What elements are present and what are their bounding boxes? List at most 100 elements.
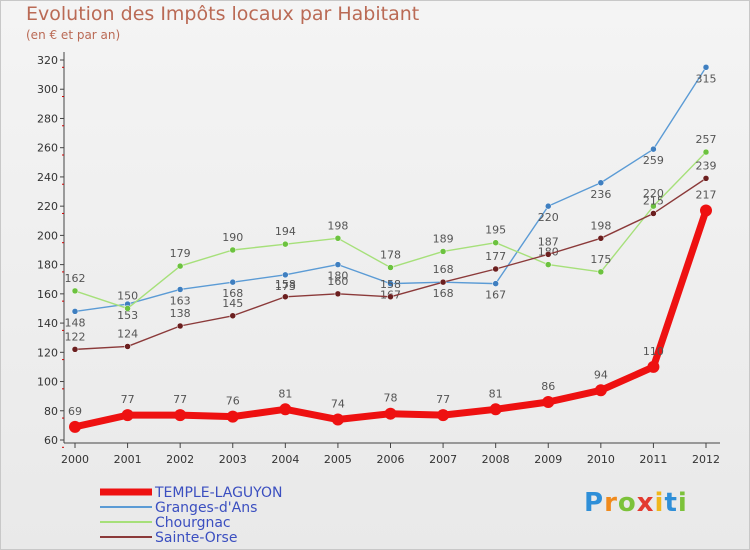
data-label-temple-laguyon: 76	[226, 395, 240, 408]
y-tick-label: 220	[37, 200, 58, 213]
data-point-sainte-orse	[71, 346, 79, 353]
data-point-sainte-orse	[229, 312, 236, 320]
data-point-chourgnac	[124, 305, 131, 312]
data-point-granges-d-ans	[176, 286, 184, 293]
data-label-chourgnac: 220	[643, 187, 664, 200]
data-point-sainte-orse	[334, 290, 342, 298]
data-point-temple-laguyon	[226, 410, 239, 423]
data-point-temple-laguyon	[594, 384, 607, 397]
data-label-sainte-orse: 138	[170, 307, 191, 320]
data-point-temple-laguyon	[700, 204, 712, 217]
data-label-chourgnac: 195	[485, 224, 506, 237]
y-tick-label: 200	[37, 229, 58, 242]
x-tick-label: 2012	[692, 453, 720, 466]
data-point-chourgnac	[650, 202, 657, 210]
data-label-temple-laguyon: 77	[121, 393, 135, 406]
data-label-chourgnac: 179	[170, 247, 191, 260]
data-label-temple-laguyon: 78	[384, 392, 398, 405]
x-tick-label: 2010	[587, 453, 615, 466]
data-label-temple-laguyon: 86	[541, 380, 555, 393]
y-tick-label: 300	[37, 83, 58, 96]
y-tick-label: 160	[37, 288, 58, 301]
data-point-temple-laguyon	[69, 420, 81, 433]
data-point-granges-d-ans	[545, 202, 552, 210]
data-label-temple-laguyon: 69	[68, 405, 82, 418]
x-tick-label: 2000	[61, 453, 89, 466]
y-tick-label: 280	[37, 112, 58, 125]
data-point-chourgnac	[71, 287, 79, 295]
x-tick-label: 2008	[482, 453, 510, 466]
data-point-granges-d-ans	[597, 179, 605, 187]
chart-legend: TEMPLE-LAGUYONGranges-d'AnsChourgnacSain…	[100, 485, 282, 546]
chart-title: Evolution des Impôts locaux par Habitant	[26, 3, 420, 25]
y-tick-label: 320	[37, 54, 58, 67]
data-label-chourgnac: 190	[222, 231, 243, 244]
legend-label-granges-d-ans: Granges-d'Ans	[155, 500, 257, 516]
series-chourgnac: 162 150 179 190 194 198 178 189 195 180 175 220 257	[65, 133, 717, 312]
data-point-chourgnac	[597, 268, 605, 276]
data-point-sainte-orse	[702, 175, 710, 182]
y-tick-label: 260	[37, 142, 58, 155]
y-tick-label: 80	[44, 405, 58, 418]
data-label-chourgnac: 194	[275, 225, 296, 238]
data-label-temple-laguyon: 77	[173, 393, 187, 406]
data-point-chourgnac	[282, 240, 289, 248]
chart-subtitle: (en € et par an)	[26, 28, 121, 42]
data-point-granges-d-ans	[492, 280, 499, 287]
x-tick-label: 2009	[534, 453, 562, 466]
series-sainte-orse: 122 124 138 145 158 160 158 168 177 187 198 215 239	[65, 159, 717, 353]
data-point-sainte-orse	[387, 293, 394, 301]
data-point-temple-laguyon	[437, 409, 450, 422]
x-tick-label: 2002	[166, 453, 194, 466]
data-label-granges-d-ans: 167	[485, 289, 506, 302]
series-granges-d-ans: 148153163168173180167168167220236259315	[65, 64, 717, 329]
data-point-sainte-orse	[282, 293, 289, 301]
data-label-granges-d-ans: 173	[275, 280, 296, 293]
data-label-sainte-orse: 215	[643, 194, 664, 207]
data-label-granges-d-ans: 148	[65, 316, 86, 329]
data-point-sainte-orse	[492, 265, 499, 273]
series-line-sainte-orse	[74, 177, 707, 351]
data-point-temple-laguyon	[174, 409, 187, 422]
data-label-sainte-orse: 187	[538, 235, 559, 248]
data-point-chourgnac	[176, 262, 184, 270]
data-label-temple-laguyon: 94	[594, 368, 608, 381]
data-point-temple-laguyon	[647, 360, 660, 373]
data-label-temple-laguyon: 110	[643, 345, 664, 358]
x-tick-label: 2001	[114, 453, 142, 466]
data-label-sainte-orse: 158	[380, 278, 401, 291]
data-label-sainte-orse: 124	[117, 327, 138, 340]
data-label-sainte-orse: 239	[696, 159, 717, 172]
x-tick-label: 2004	[271, 453, 299, 466]
y-tick-label: 180	[37, 259, 58, 272]
data-point-sainte-orse	[597, 235, 605, 242]
y-tick-label: 60	[44, 434, 58, 447]
data-label-granges-d-ans: 153	[117, 309, 138, 322]
series-temple-laguyon: 69 77 77 76 81 74 78 77 81 86 94 110 217	[68, 189, 717, 433]
data-label-sainte-orse: 168	[433, 263, 454, 276]
x-tick-label: 2005	[324, 453, 352, 466]
y-tick-label: 240	[37, 171, 58, 184]
series-layer: 1481531631681731801671681672202362593151…	[65, 64, 717, 433]
data-point-temple-laguyon	[384, 407, 397, 420]
x-tick-label: 2011	[639, 453, 667, 466]
data-label-sainte-orse: 158	[275, 278, 296, 291]
data-label-chourgnac: 257	[696, 133, 717, 146]
data-point-sainte-orse	[176, 322, 184, 330]
data-label-granges-d-ans: 180	[327, 270, 348, 283]
data-label-chourgnac: 175	[590, 253, 611, 266]
data-point-sainte-orse	[124, 343, 131, 350]
data-point-sainte-orse	[439, 278, 447, 286]
y-tick-label: 140	[37, 317, 58, 330]
data-point-temple-laguyon	[121, 409, 134, 422]
data-point-granges-d-ans	[229, 278, 236, 286]
data-point-temple-laguyon	[279, 403, 292, 416]
data-point-granges-d-ans	[71, 308, 79, 315]
data-label-chourgnac: 189	[433, 232, 454, 245]
data-point-chourgnac	[492, 239, 499, 246]
data-label-chourgnac: 162	[65, 272, 86, 285]
data-point-sainte-orse	[545, 251, 552, 258]
data-point-chourgnac	[229, 246, 236, 254]
data-point-chourgnac	[334, 235, 342, 242]
